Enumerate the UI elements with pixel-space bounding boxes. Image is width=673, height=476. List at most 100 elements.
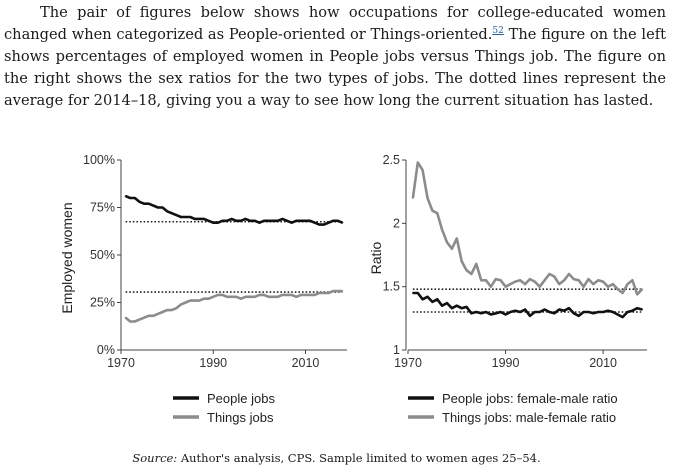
data-point-things-jobs	[290, 294, 293, 296]
data-point-things-jobs-male-female-ratio	[480, 279, 483, 282]
data-point-things-jobs-male-female-ratio	[446, 241, 448, 244]
data-point-people-jobs	[263, 219, 265, 222]
data-point-people-jobs	[327, 221, 330, 224]
series-line-things-jobs-male-female-ratio	[411, 161, 644, 296]
data-point-things-jobs-male-female-ratio	[431, 209, 434, 212]
data-point-things-jobs	[143, 316, 146, 319]
data-point-people-jobs	[281, 218, 284, 220]
data-point-things-jobs	[170, 309, 173, 311]
data-point-people-jobs-female-male-ratio	[587, 311, 590, 313]
data-point-things-jobs	[249, 295, 252, 298]
data-point-things-jobs	[286, 294, 288, 296]
data-point-people-jobs-female-male-ratio	[616, 313, 619, 316]
data-point-people-jobs	[309, 219, 311, 222]
data-point-things-jobs-male-female-ratio	[582, 285, 585, 288]
chart-employed-women: Employed women 0% 25% 50% 75% 100% 1970 1990 20…	[59, 153, 347, 370]
data-point-people-jobs-female-male-ratio	[446, 302, 448, 304]
data-point-things-jobs	[166, 309, 169, 311]
data-point-things-jobs	[124, 316, 127, 319]
data-point-people-jobs-female-male-ratio	[451, 307, 453, 310]
data-point-people-jobs-female-male-ratio	[538, 311, 541, 313]
data-point-people-jobs	[272, 219, 275, 222]
data-point-things-jobs-male-female-ratio	[602, 280, 604, 283]
data-point-things-jobs-male-female-ratio	[485, 279, 487, 282]
data-point-people-jobs-female-male-ratio	[465, 306, 468, 308]
data-point-people-jobs	[221, 219, 224, 222]
chart-ratio: Ratio 1 1.5 2 2.5 1970 1990 2010	[368, 153, 647, 370]
data-point-people-jobs-female-male-ratio	[475, 311, 478, 313]
data-point-things-jobs	[281, 294, 284, 296]
series-line-people-jobs-female-male-ratio	[412, 291, 643, 319]
legend-right: People jobs: female-male ratio Things jo…	[408, 391, 618, 425]
data-point-things-jobs	[175, 307, 178, 310]
data-point-things-jobs	[193, 299, 196, 302]
data-point-things-jobs-male-female-ratio	[626, 283, 629, 285]
data-point-people-jobs	[124, 195, 127, 198]
data-point-things-jobs-male-female-ratio	[563, 279, 565, 282]
data-point-people-jobs-female-male-ratio	[441, 304, 443, 307]
data-point-people-jobs-female-male-ratio	[470, 312, 473, 315]
data-point-people-jobs	[147, 202, 150, 205]
y-tick-label: 0%	[97, 343, 115, 357]
data-point-people-jobs-female-male-ratio	[558, 308, 561, 311]
data-point-people-jobs-female-male-ratio	[431, 301, 434, 303]
data-point-people-jobs	[323, 223, 325, 226]
data-point-people-jobs	[166, 210, 169, 213]
data-point-people-jobs-female-male-ratio	[460, 307, 463, 310]
data-point-people-jobs-female-male-ratio	[602, 311, 604, 313]
data-point-people-jobs-female-male-ratio	[519, 311, 522, 313]
data-point-things-jobs	[189, 299, 192, 302]
data-point-things-jobs-male-female-ratio	[597, 279, 600, 282]
data-point-people-jobs-female-male-ratio	[529, 314, 531, 317]
data-point-people-jobs-female-male-ratio	[631, 309, 634, 312]
data-point-people-jobs	[152, 204, 155, 207]
data-point-people-jobs-female-male-ratio	[455, 304, 458, 307]
data-point-things-jobs	[226, 295, 229, 298]
data-point-people-jobs	[318, 223, 321, 226]
data-point-people-jobs	[226, 219, 229, 222]
data-point-things-jobs-male-female-ratio	[616, 288, 619, 291]
data-point-people-jobs-female-male-ratio	[426, 295, 429, 298]
data-point-things-jobs	[253, 295, 256, 298]
data-point-people-jobs-female-male-ratio	[641, 308, 643, 311]
data-point-things-jobs	[207, 297, 210, 300]
x-tick-label: 2010	[292, 356, 320, 370]
data-point-things-jobs-male-female-ratio	[426, 197, 429, 199]
data-point-things-jobs	[272, 295, 275, 298]
data-point-people-jobs-female-male-ratio	[494, 312, 497, 315]
data-point-people-jobs	[332, 219, 335, 222]
source-label: Source:	[132, 451, 178, 465]
data-point-things-jobs-male-female-ratio	[577, 279, 580, 282]
data-point-people-jobs-female-male-ratio	[533, 311, 536, 313]
data-point-things-jobs	[327, 292, 330, 294]
data-point-things-jobs	[309, 294, 311, 296]
data-point-things-jobs-male-female-ratio	[592, 283, 595, 285]
data-point-things-jobs	[221, 294, 224, 296]
data-point-people-jobs	[286, 219, 288, 222]
data-point-people-jobs	[175, 214, 178, 217]
legend-label-people-ratio: People jobs: female-male ratio	[442, 391, 618, 406]
data-point-people-jobs-female-male-ratio	[636, 307, 639, 310]
y-tick-label: 2.5	[383, 153, 400, 167]
data-point-people-jobs	[212, 221, 215, 224]
data-point-people-jobs	[230, 218, 233, 220]
data-point-people-jobs	[198, 218, 201, 220]
data-point-things-jobs-male-female-ratio	[636, 293, 639, 296]
data-point-things-jobs-male-female-ratio	[631, 279, 634, 282]
data-point-people-jobs-female-male-ratio	[485, 311, 487, 313]
data-point-things-jobs	[203, 297, 205, 300]
data-point-things-jobs	[263, 294, 265, 296]
data-point-things-jobs-male-female-ratio	[514, 280, 517, 283]
data-point-people-jobs	[244, 218, 247, 220]
footnote-ref-link[interactable]: 52	[492, 26, 504, 36]
data-point-things-jobs-male-female-ratio	[558, 283, 561, 285]
data-point-people-jobs	[295, 219, 298, 222]
data-point-people-jobs-female-male-ratio	[626, 311, 629, 313]
data-point-things-jobs-male-female-ratio	[533, 280, 536, 283]
data-point-people-jobs	[240, 219, 242, 222]
x-tick-label: 1970	[394, 356, 422, 370]
data-point-things-jobs	[258, 294, 261, 296]
data-point-people-jobs-female-male-ratio	[524, 308, 526, 311]
data-point-people-jobs	[217, 221, 219, 224]
data-point-things-jobs-male-female-ratio	[455, 237, 458, 240]
